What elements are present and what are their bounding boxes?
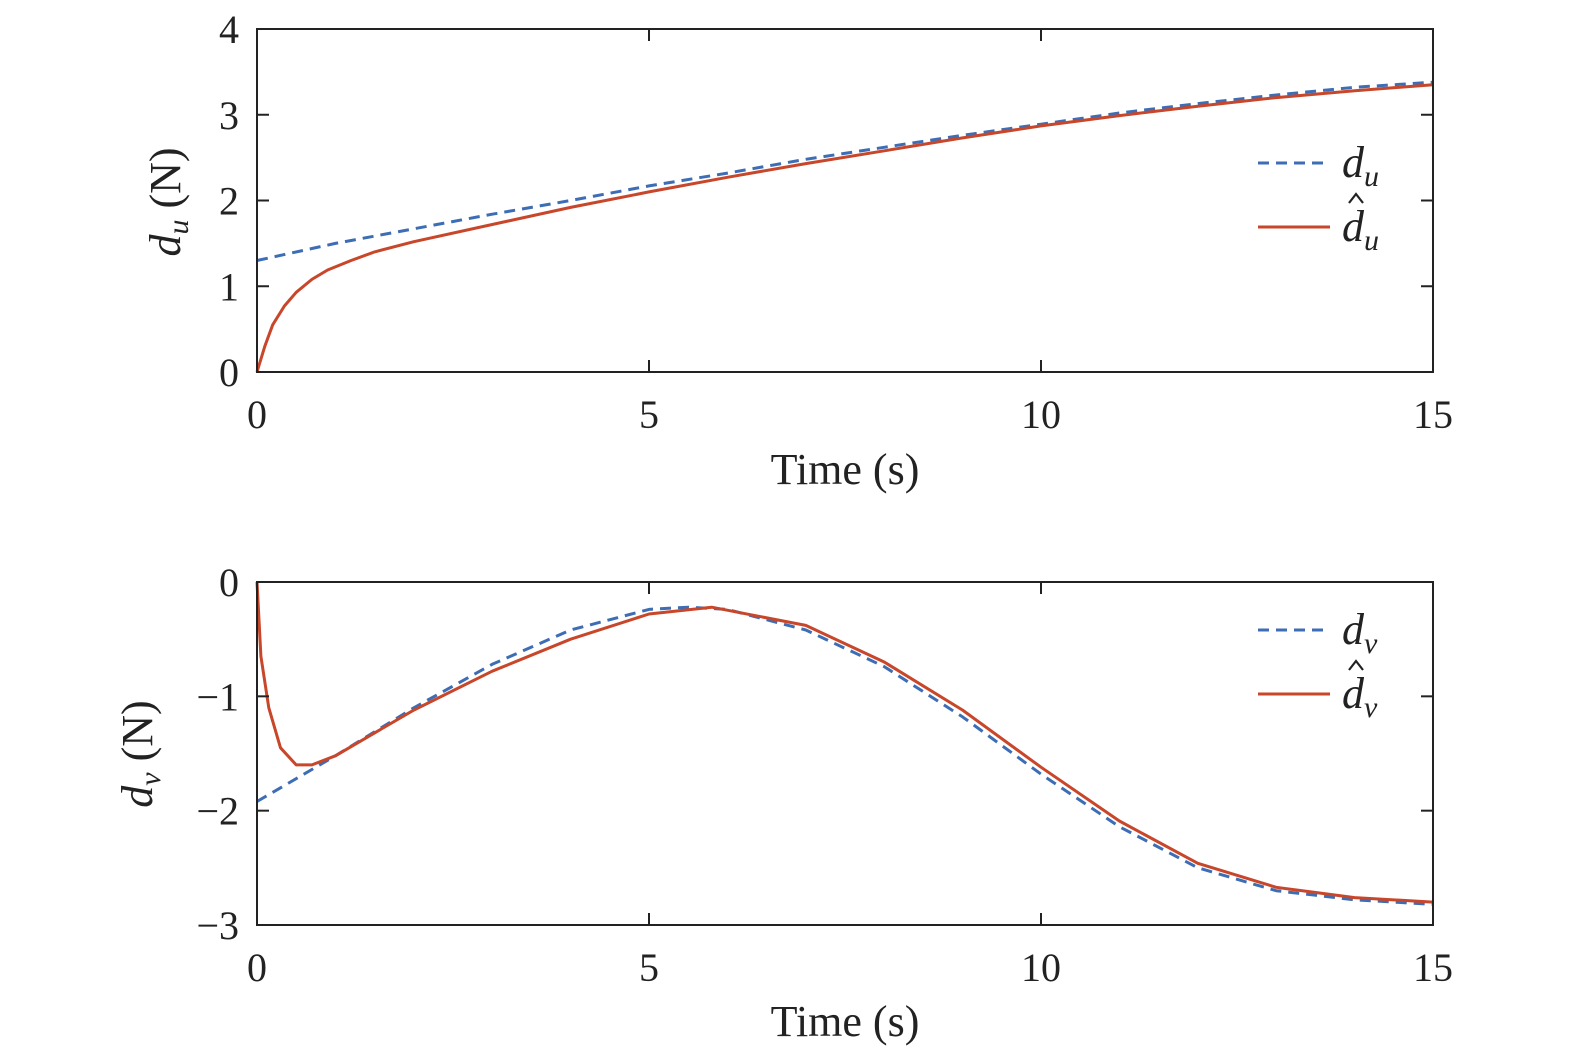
series-line-estimate — [255, 83, 1434, 373]
x-axis-label: Time (s) — [771, 997, 920, 1046]
y-axis-label-subscript: v — [134, 772, 167, 786]
series-line-reference — [256, 605, 1434, 906]
legend-symbol: d — [1342, 138, 1365, 187]
y-tick-label: 3 — [219, 93, 239, 138]
y-axis-label-symbol: d — [113, 785, 162, 808]
y-axis-label-unit: (N) — [141, 147, 190, 219]
x-tick-label: 15 — [1413, 945, 1453, 990]
x-tick-label: 10 — [1021, 945, 1061, 990]
y-tick-label: 0 — [219, 560, 239, 605]
x-tick-label: 0 — [247, 945, 267, 990]
series-line-estimate — [255, 581, 1434, 904]
legend-symbol: d — [1342, 669, 1365, 718]
legend-subscript: v — [1364, 691, 1378, 724]
legend-symbol: d — [1342, 605, 1365, 654]
series-line-reference — [256, 80, 1434, 262]
y-tick-label: −2 — [196, 789, 239, 834]
y-axis-label: du (N) — [141, 147, 195, 256]
x-tick-label: 5 — [639, 945, 659, 990]
y-tick-label: 4 — [219, 7, 239, 52]
plot-area-frame — [256, 28, 1434, 373]
legend-label-estimate: dv — [1342, 669, 1378, 724]
legend-subscript: v — [1364, 627, 1378, 660]
y-axis-label-subscript: u — [162, 220, 195, 235]
x-axis-label: Time (s) — [771, 445, 920, 494]
y-tick-label: −1 — [196, 674, 239, 719]
x-tick-label: 15 — [1413, 392, 1453, 437]
legend-label-reference: dv — [1342, 605, 1378, 660]
y-axis-label: dv (N) — [113, 700, 167, 807]
hat-accent-icon — [1348, 659, 1364, 671]
y-axis-label-unit: (N) — [113, 700, 162, 772]
legend-label-estimate: du — [1342, 202, 1379, 257]
x-tick-label: 0 — [247, 392, 267, 437]
legend-label-reference: du — [1342, 138, 1379, 193]
legend-symbol: d — [1342, 202, 1365, 251]
y-tick-label: 2 — [219, 179, 239, 224]
y-tick-label: −3 — [196, 903, 239, 948]
legend-subscript: u — [1364, 160, 1379, 193]
plot-area-frame — [256, 581, 1434, 926]
legend-subscript: u — [1364, 224, 1379, 257]
y-axis-label-symbol: d — [141, 234, 190, 257]
x-tick-label: 10 — [1021, 392, 1061, 437]
y-tick-label: 0 — [219, 350, 239, 395]
y-tick-label: 1 — [219, 264, 239, 309]
hat-accent-icon — [1348, 192, 1364, 204]
x-tick-label: 5 — [639, 392, 659, 437]
